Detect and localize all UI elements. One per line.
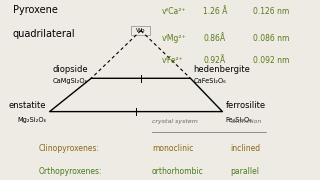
Text: 0.92Å: 0.92Å xyxy=(203,56,225,65)
Text: diopside: diopside xyxy=(52,65,88,74)
Text: 0.092 nm: 0.092 nm xyxy=(253,56,289,65)
Text: parallel: parallel xyxy=(230,167,260,176)
Text: CaMgSi₂O₆: CaMgSi₂O₆ xyxy=(53,78,88,84)
Text: ferrosilite: ferrosilite xyxy=(226,101,266,110)
Text: Pyroxene: Pyroxene xyxy=(13,5,58,15)
Text: extinction: extinction xyxy=(230,119,262,124)
Text: hedenbergite: hedenbergite xyxy=(194,65,251,74)
Text: 1.26 Å: 1.26 Å xyxy=(203,7,228,16)
Text: Wo: Wo xyxy=(136,28,146,33)
Text: ᴠᴵFe²⁺: ᴠᴵFe²⁺ xyxy=(162,56,183,65)
Text: Mg₂Si₂O₆: Mg₂Si₂O₆ xyxy=(17,117,46,123)
Text: 0.126 nm: 0.126 nm xyxy=(253,7,289,16)
Text: Fe₂Si₂O₆: Fe₂Si₂O₆ xyxy=(226,117,252,123)
Text: quadrilateral: quadrilateral xyxy=(13,29,76,39)
Text: 0.86Å: 0.86Å xyxy=(203,34,225,43)
Text: crystal system: crystal system xyxy=(152,119,198,124)
Text: Orthopyroxenes:: Orthopyroxenes: xyxy=(38,167,102,176)
Text: ᴠᴵMg²⁺: ᴠᴵMg²⁺ xyxy=(162,34,186,43)
Text: monoclinic: monoclinic xyxy=(152,144,193,153)
Text: enstatite: enstatite xyxy=(9,101,46,110)
Text: ᴠᴵᴵCa²⁺: ᴠᴵᴵCa²⁺ xyxy=(162,7,186,16)
Text: CaFeSi₂O₆: CaFeSi₂O₆ xyxy=(194,78,227,84)
Text: inclined: inclined xyxy=(230,144,260,153)
Text: Clinopyroxenes:: Clinopyroxenes: xyxy=(38,144,100,153)
Text: orthorhombic: orthorhombic xyxy=(152,167,204,176)
FancyBboxPatch shape xyxy=(131,26,150,35)
Text: 0.086 nm: 0.086 nm xyxy=(253,34,289,43)
